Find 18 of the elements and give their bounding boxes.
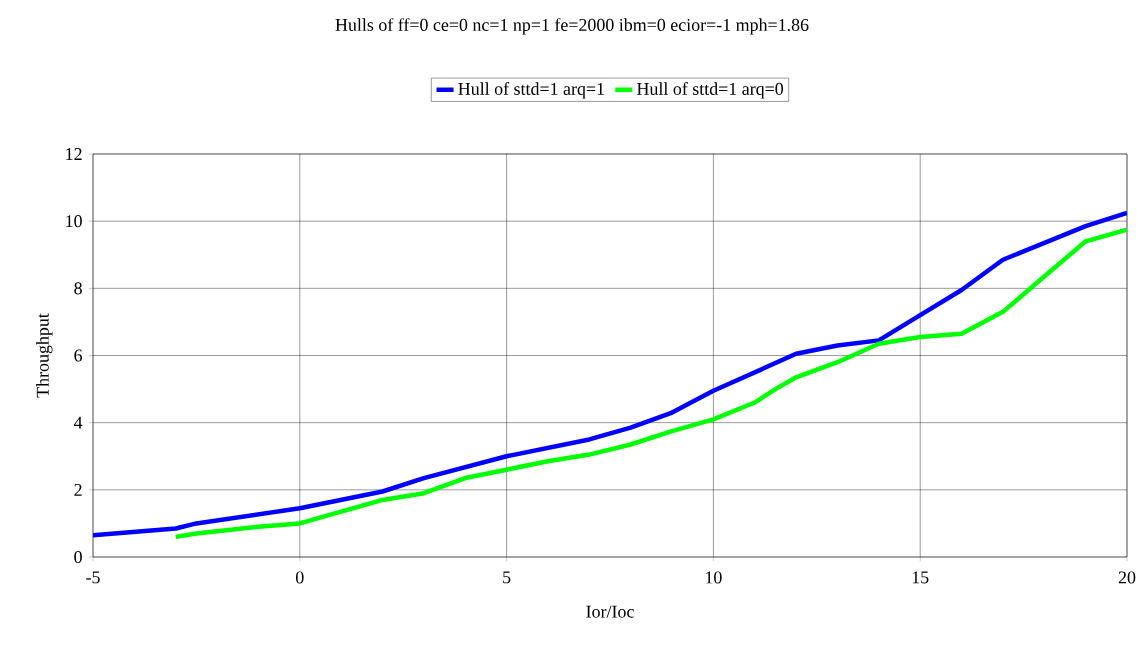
y-tick-label: 10 [66, 215, 82, 228]
x-tick-label: 5 [503, 571, 511, 584]
y-tick-label: 8 [74, 282, 82, 295]
y-tick-label: 6 [74, 349, 83, 362]
y-tick-label: 12 [66, 148, 82, 160]
x-tick-label: 0 [296, 571, 304, 584]
chart-title: Hulls of ff=0 ce=0 nc=1 np=1 fe=2000 ibm=0 ecior=-1 mph=1.86 [335, 18, 809, 35]
y-tick-label: 0 [74, 550, 82, 564]
x-axis-title: Ior/Ioc [586, 605, 634, 618]
x-tick-label: 10 [706, 571, 722, 584]
x-tick-label: 15 [912, 571, 929, 584]
legend-label: Hull of sttd=1 arq=0 [637, 82, 784, 99]
y-axis-title: Throughput [36, 313, 53, 398]
y-tick-label: 4 [73, 416, 83, 429]
x-tick-label: 20 [1118, 571, 1136, 584]
x-tick-label: -5 [86, 571, 100, 584]
legend-label: Hull of sttd=1 arq=1 [458, 82, 604, 99]
y-tick-label: 2 [74, 483, 82, 496]
